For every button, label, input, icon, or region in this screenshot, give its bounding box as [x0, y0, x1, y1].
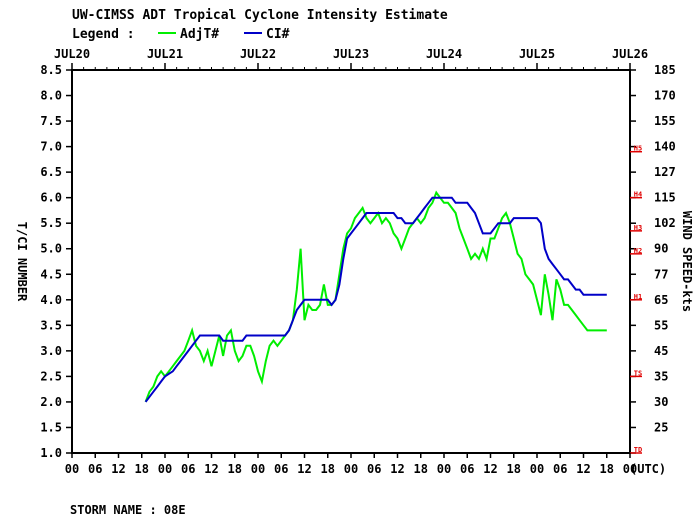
y-tick-label-left: 5.5 — [40, 216, 62, 230]
series-line-ci — [144, 196, 607, 403]
wind-tick-label: 35 — [654, 369, 668, 383]
utc-label: (UTC) — [630, 462, 666, 476]
hour-tick-label: 06 — [181, 462, 195, 476]
date-tick-label: JUL24 — [426, 47, 462, 61]
y-axis-right-label: WIND SPEED-kts — [680, 211, 694, 312]
wind-tick-label: 115 — [654, 191, 676, 205]
hour-tick-label: 00 — [251, 462, 265, 476]
hour-tick-label: 18 — [135, 462, 149, 476]
date-tick-label: JUL22 — [240, 47, 276, 61]
wind-tick-label: 155 — [654, 114, 676, 128]
hour-tick-label: 06 — [88, 462, 102, 476]
y-tick-label-left: 1.5 — [40, 420, 62, 434]
wind-tick-label: 90 — [654, 242, 668, 256]
hour-tick-label: 06 — [553, 462, 567, 476]
wind-tick-label: 25 — [654, 420, 668, 434]
wind-tick-label: 77 — [654, 267, 668, 281]
hour-tick-label: 06 — [367, 462, 381, 476]
hour-tick-label: 06 — [460, 462, 474, 476]
y-tick-label-left: 3.0 — [40, 344, 62, 358]
hour-tick-label: 18 — [321, 462, 335, 476]
plot-area: 1.0 1.5 25 2.0 30 2.5 35 3.0 45 3.5 55 4.0 65 4.5 77 5.… — [40, 47, 675, 476]
hour-tick-label: 12 — [483, 462, 497, 476]
category-label: H5 — [634, 145, 642, 153]
hour-tick-label: 00 — [65, 462, 79, 476]
date-tick-label: JUL25 — [519, 47, 555, 61]
y-tick-label-left: 8.0 — [40, 89, 62, 103]
hour-tick-label: 18 — [414, 462, 428, 476]
y-tick-label-left: 2.5 — [40, 369, 62, 383]
hour-tick-label: 18 — [228, 462, 242, 476]
wind-tick-label: 140 — [654, 140, 676, 154]
y-tick-label-left: 5.0 — [40, 242, 62, 256]
date-tick-label: JUL21 — [147, 47, 183, 61]
category-label: H4 — [634, 191, 642, 199]
hour-tick-label: 18 — [507, 462, 521, 476]
wind-tick-label: 30 — [654, 395, 668, 409]
hour-tick-label: 06 — [274, 462, 288, 476]
y-tick-label-left: 3.5 — [40, 318, 62, 332]
category-label: H2 — [634, 247, 642, 255]
hour-tick-label: 00 — [530, 462, 544, 476]
hour-tick-label: 18 — [600, 462, 614, 476]
wind-tick-label: 170 — [654, 89, 676, 103]
hour-tick-label: 12 — [204, 462, 218, 476]
series-line-adj — [144, 190, 607, 403]
legend-label: Legend : — [72, 27, 135, 42]
wind-tick-label: 55 — [654, 318, 668, 332]
category-label: H3 — [634, 224, 642, 232]
category-label: TD — [634, 446, 642, 454]
y-tick-label-left: 7.0 — [40, 140, 62, 154]
hour-tick-label: 00 — [344, 462, 358, 476]
hour-tick-label: 00 — [437, 462, 451, 476]
wind-tick-label: 65 — [654, 293, 668, 307]
wind-tick-label: 102 — [654, 216, 676, 230]
hour-tick-label: 00 — [158, 462, 172, 476]
hour-tick-label: 12 — [390, 462, 404, 476]
y-tick-label-left: 6.0 — [40, 191, 62, 205]
hour-tick-label: 00 — [623, 462, 637, 476]
date-tick-label: JUL23 — [333, 47, 369, 61]
legend-adj-label: AdjT# — [180, 27, 219, 42]
y-tick-label-left: 1.0 — [40, 446, 62, 460]
y-tick-label-left: 7.5 — [40, 114, 62, 128]
wind-tick-label: 185 — [654, 63, 676, 77]
y-tick-label-left: 8.5 — [40, 63, 62, 77]
hour-tick-label: 12 — [111, 462, 125, 476]
wind-tick-label: 127 — [654, 165, 676, 179]
plot-frame — [71, 69, 631, 454]
hour-tick-label: 12 — [576, 462, 590, 476]
date-tick-label: JUL20 — [54, 47, 90, 61]
y-axis-left-label: T/CI NUMBER — [15, 222, 29, 302]
category-label: TS — [634, 369, 642, 377]
category-label: H1 — [634, 293, 642, 301]
chart-title: UW-CIMSS ADT Tropical Cyclone Intensity … — [72, 8, 448, 23]
legend-ci-label: CI# — [266, 27, 290, 42]
y-tick-label-left: 2.0 — [40, 395, 62, 409]
y-tick-label-left: 6.5 — [40, 165, 62, 179]
storm-name: STORM NAME : 08E — [70, 503, 186, 517]
hour-tick-label: 12 — [297, 462, 311, 476]
wind-tick-label: 45 — [654, 344, 668, 358]
y-tick-label-left: 4.0 — [40, 293, 62, 307]
date-tick-label: JUL26 — [612, 47, 648, 61]
y-tick-label-left: 4.5 — [40, 267, 62, 281]
